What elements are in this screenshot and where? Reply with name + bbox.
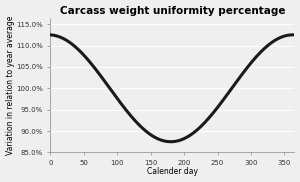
Y-axis label: Variation in relation to year average: Variation in relation to year average xyxy=(6,15,15,155)
X-axis label: Calender day: Calender day xyxy=(147,167,198,176)
Title: Carcass weight uniformity percentage: Carcass weight uniformity percentage xyxy=(60,6,285,15)
